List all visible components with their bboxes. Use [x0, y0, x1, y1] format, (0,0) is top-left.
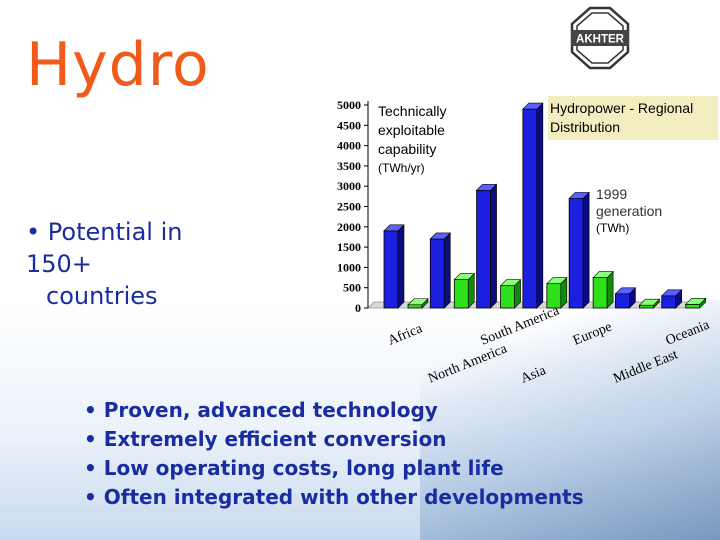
bar — [639, 304, 654, 309]
y-tick-label: 4500 — [337, 118, 361, 132]
x-category-label: Asia — [519, 363, 549, 387]
left-bullet-block: • Potential in 150+ countries — [26, 216, 182, 312]
bar-top — [638, 298, 661, 306]
bar — [383, 230, 399, 309]
bar-chart: 0 500 1000 1500 2000 2500 3000 3500 4000 4500 5000… — [320, 95, 720, 395]
y-tick-label: 1500 — [337, 240, 361, 254]
bar-top — [546, 277, 568, 284]
bottom-bullet-item: • Proven, advanced technology — [84, 398, 438, 422]
y-tick-label: 500 — [343, 281, 361, 295]
y-tick-label: 0 — [355, 301, 361, 315]
y-tick-label: 3500 — [337, 159, 361, 173]
y-tick-label: 2500 — [337, 200, 361, 214]
bullet-glyph: • — [26, 218, 41, 246]
y-tick-label: 2000 — [337, 220, 361, 234]
y-tick-label: 3000 — [337, 179, 361, 193]
akhter-logo: AKHTER — [570, 6, 630, 70]
bar-top — [499, 279, 522, 286]
chart-title-box: Hydropower - Regional Distribution — [548, 96, 718, 140]
bar-top — [407, 298, 429, 306]
x-category-label: Africa — [386, 321, 425, 349]
bar-side — [582, 191, 590, 309]
bottom-bullet-item: • Extremely efficient conversion — [84, 427, 447, 451]
bar-top — [660, 289, 683, 297]
bar-chart-svg: 0 500 1000 1500 2000 2500 3000 3500 4000 4500 5000… — [337, 98, 713, 387]
y-tick-label: 4000 — [337, 139, 361, 153]
bar-top — [614, 287, 637, 295]
bar-top — [475, 183, 498, 191]
bar-side — [490, 183, 497, 309]
bar — [568, 197, 584, 309]
bar — [522, 108, 538, 309]
bottom-bullet-list: • Proven, advanced technology • Extremely… — [84, 396, 584, 512]
left-bullet-line-3: countries — [46, 282, 158, 310]
bar-top — [429, 232, 452, 240]
x-category-label: North America — [426, 341, 510, 387]
legend-generation: 1999 generation (TWh) — [596, 186, 686, 237]
bar — [661, 295, 677, 309]
bar — [453, 279, 469, 309]
bar-top — [684, 298, 707, 305]
left-bullet-line-2: 150+ — [26, 250, 92, 278]
background-dam-image — [420, 300, 720, 540]
bar-side — [443, 232, 451, 309]
x-category-label: Europe — [571, 320, 614, 349]
logo-text: AKHTER — [576, 34, 625, 46]
legend-generation-label: 1999 generation — [596, 186, 663, 219]
bottom-bullet-item: • Low operating costs, long plant life — [84, 456, 504, 480]
bar-side — [397, 224, 405, 309]
bar — [592, 277, 608, 309]
bar-top — [383, 224, 405, 232]
y-tick-label: 1000 — [337, 260, 361, 274]
bar — [476, 189, 491, 309]
bar — [500, 285, 515, 309]
bar-top — [592, 271, 614, 278]
bar-top — [522, 102, 544, 110]
chart-title: Hydropower - Regional Distribution — [550, 100, 694, 135]
x-category-label: Oceania — [664, 317, 713, 348]
x-category-label: South America — [478, 303, 562, 349]
x-category-label: Middle East — [611, 347, 680, 386]
bar-side — [536, 102, 544, 309]
legend-capability-unit: (TWh/yr) — [378, 161, 425, 175]
left-bullet-line-1: Potential in — [47, 218, 183, 246]
legend-generation-unit: (TWh) — [596, 221, 630, 235]
legend-capability-label: Technically exploitable capability — [378, 103, 447, 157]
slide-title: Hydro — [26, 30, 210, 100]
bottom-bullet-item: • Often integrated with other developmen… — [84, 485, 584, 509]
bar — [407, 304, 423, 309]
legend-capability: Technically exploitable capability (TWh/… — [378, 102, 488, 178]
bar — [615, 293, 630, 309]
bar — [429, 238, 445, 309]
y-tick-label: 5000 — [337, 98, 361, 112]
bar — [685, 303, 701, 309]
bar-top — [453, 273, 476, 280]
bar-top — [568, 192, 590, 199]
